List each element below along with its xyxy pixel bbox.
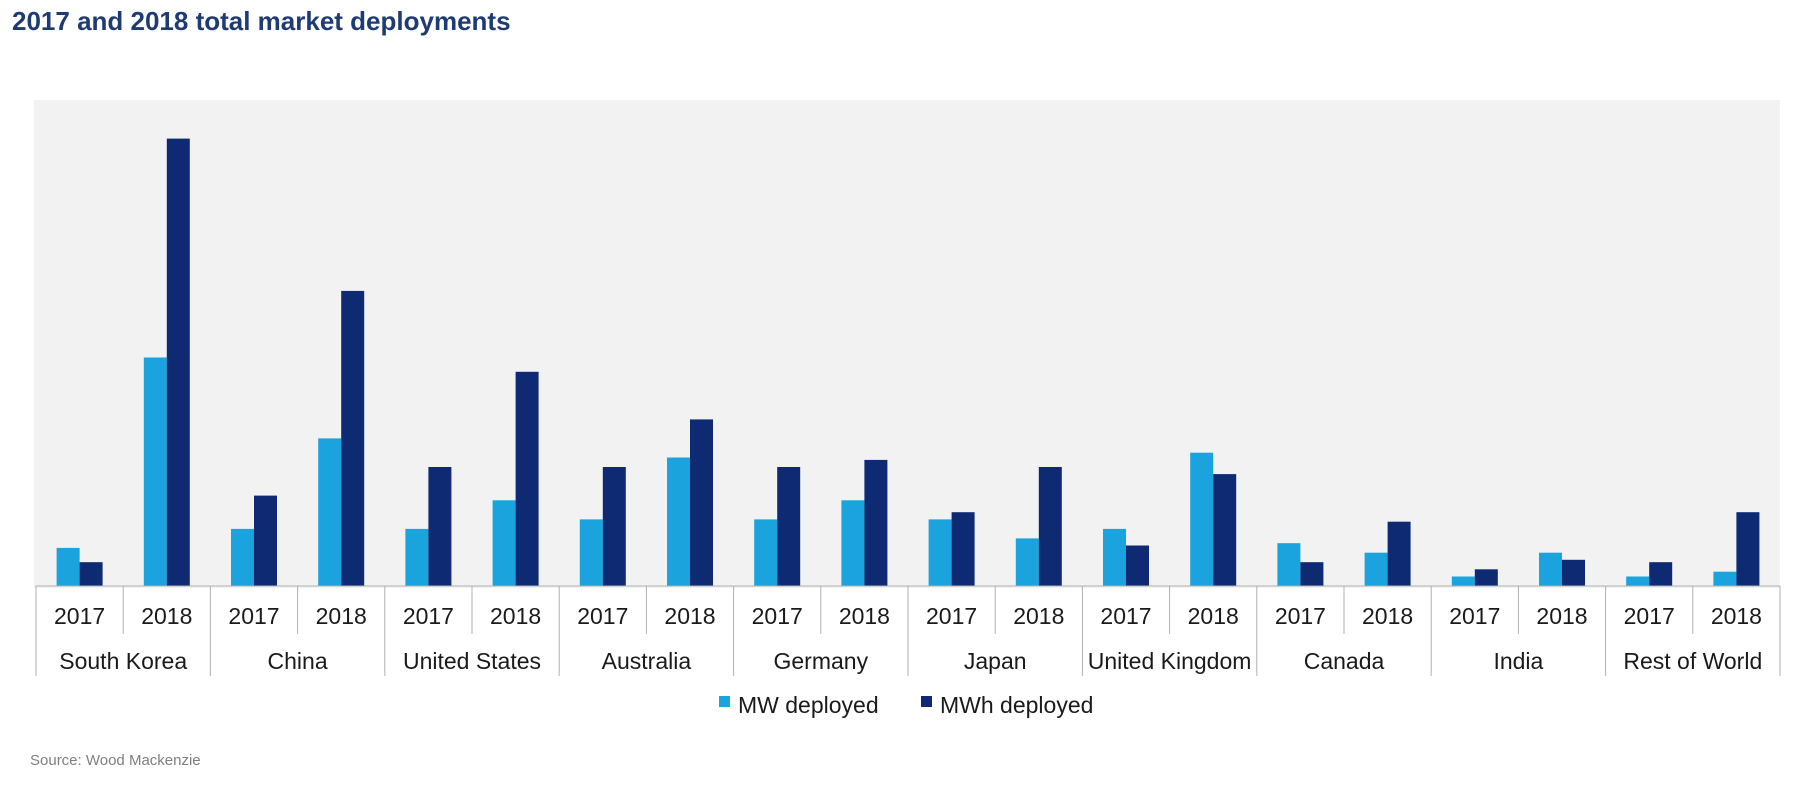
year-tick-label: 2018 [1711,603,1762,629]
bar-mw-deployed-australia-2018 [667,457,690,586]
chart-title: 2017 and 2018 total market deployments [12,6,511,36]
bar-mwh-deployed-india-2017 [1474,569,1498,586]
bar-mwh-deployed-south-korea-2018 [166,138,190,586]
bar-mwh-deployed-canada-2018 [1387,521,1411,586]
bar-mwh-deployed-china-2017 [254,495,277,586]
bar-mwh-deployed-united-kingdom-2018 [1213,474,1237,586]
bar-mwh-deployed-japan-2017 [951,512,975,586]
group-tick-label: Japan [964,648,1027,674]
year-tick-label: 2018 [316,603,367,629]
group-tick-label: China [268,648,328,674]
bar-mw-deployed-south-korea-2018 [143,357,167,586]
bar-mwh-deployed-canada-2017 [1300,562,1324,586]
bar-mwh-deployed-india-2018 [1562,559,1585,586]
bar-mw-deployed-china-2017 [231,528,254,586]
bar-mw-deployed-rest-of-world-2018 [1713,571,1737,586]
year-tick-label: 2017 [1275,603,1326,629]
year-tick-label: 2018 [1362,603,1413,629]
bar-mw-deployed-united-states-2017 [405,528,429,586]
bar-mw-deployed-united-kingdom-2018 [1190,452,1214,586]
bar-mw-deployed-germany-2018 [841,500,865,586]
year-tick-label: 2018 [1013,603,1064,629]
bar-mwh-deployed-japan-2018 [1038,467,1062,586]
group-tick-label: India [1493,648,1543,674]
bar-mwh-deployed-rest-of-world-2017 [1649,562,1673,586]
plot-area [34,100,1780,588]
year-tick-label: 2018 [1536,603,1587,629]
bar-mwh-deployed-china-2018 [341,290,365,586]
bar-mw-deployed-japan-2017 [928,519,952,586]
year-tick-label: 2018 [839,603,890,629]
legend-swatch-mwh [921,696,932,707]
year-tick-label: 2017 [403,603,454,629]
year-tick-label: 2018 [1188,603,1239,629]
bar-mw-deployed-germany-2017 [754,519,778,586]
group-tick-label: Australia [602,648,692,674]
legend-label-mwh: MWh deployed [940,692,1093,718]
legend: MW deployed MWh deployed [719,692,1093,718]
category-axis: 2017 2018 South Korea 2017 2018 China 2017 2018… [35,585,1781,676]
bar-mw-deployed-canada-2018 [1364,552,1388,586]
bar-mwh-deployed-germany-2017 [777,467,801,586]
year-tick-label: 2017 [1624,603,1675,629]
year-tick-label: 2017 [228,603,279,629]
bar-mw-deployed-japan-2018 [1015,538,1039,586]
group-tick-label: United States [403,648,541,674]
bar-mwh-deployed-united-states-2017 [428,467,452,586]
bar-mwh-deployed-rest-of-world-2018 [1736,512,1760,586]
group-tick-label: Canada [1304,648,1385,674]
bars-layer [56,138,1760,586]
year-tick-label: 2018 [664,603,715,629]
bar-mwh-deployed-united-states-2018 [515,371,539,586]
year-tick-label: 2018 [490,603,541,629]
bar-mw-deployed-china-2018 [318,438,342,586]
year-tick-label: 2017 [752,603,803,629]
year-tick-label: 2017 [1100,603,1151,629]
bar-mwh-deployed-australia-2017 [602,467,626,586]
group-tick-label: Rest of World [1623,648,1762,674]
bar-mwh-deployed-germany-2018 [864,459,888,586]
legend-swatch-mw [719,696,730,707]
bar-mw-deployed-united-states-2018 [492,500,516,586]
group-tick-label: Germany [774,648,869,674]
bar-mwh-deployed-united-kingdom-2017 [1126,545,1149,586]
year-tick-label: 2017 [1449,603,1500,629]
bar-mw-deployed-south-korea-2017 [56,547,80,586]
legend-label-mw: MW deployed [738,692,879,718]
bar-mw-deployed-rest-of-world-2017 [1626,576,1650,586]
year-tick-label: 2017 [926,603,977,629]
source-note: Source: Wood Mackenzie [30,752,201,769]
bar-mw-deployed-canada-2017 [1277,543,1301,586]
year-tick-label: 2017 [577,603,628,629]
bar-mwh-deployed-australia-2018 [690,419,713,586]
bar-mw-deployed-india-2018 [1539,552,1562,586]
group-tick-label: United Kingdom [1088,648,1252,674]
bar-mwh-deployed-south-korea-2017 [79,562,103,586]
bar-mw-deployed-india-2017 [1451,576,1475,586]
year-tick-label: 2017 [54,603,105,629]
group-tick-label: South Korea [59,648,187,674]
bar-mw-deployed-australia-2017 [579,519,603,586]
year-tick-label: 2018 [141,603,192,629]
bar-mw-deployed-united-kingdom-2017 [1103,528,1126,586]
